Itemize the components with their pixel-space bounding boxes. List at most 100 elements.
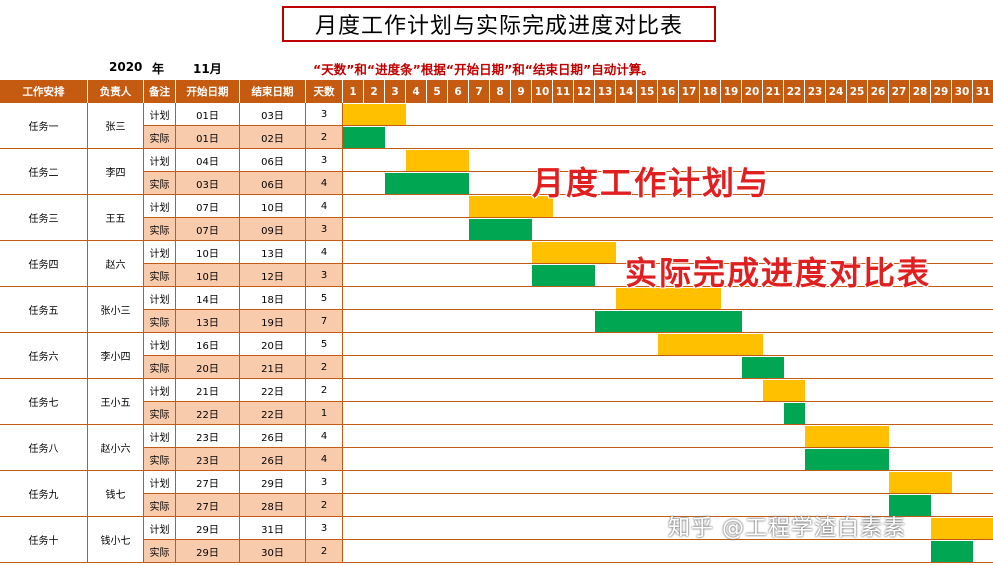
row-divider [343, 263, 993, 264]
task-name: 任务十 [0, 517, 88, 563]
plan-progress-bar [343, 104, 406, 125]
day-header: 10 [532, 80, 553, 103]
row-end-date: 31日 [240, 517, 306, 540]
row-remark: 实际 [144, 172, 176, 195]
row-days: 2 [306, 379, 343, 402]
day-header: 14 [616, 80, 637, 103]
row-remark: 实际 [144, 126, 176, 149]
row-end-date: 13日 [240, 241, 306, 264]
row-remark: 计划 [144, 149, 176, 172]
row-remark: 计划 [144, 195, 176, 218]
row-start-date: 16日 [176, 333, 240, 356]
row-start-date: 07日 [176, 195, 240, 218]
task-name: 任务一 [0, 103, 88, 149]
row-divider [343, 286, 993, 287]
row-days: 4 [306, 448, 343, 471]
day-header: 1 [343, 80, 364, 103]
plan-progress-bar [889, 472, 952, 493]
row-end-date: 20日 [240, 333, 306, 356]
actual-progress-bar [889, 495, 931, 516]
day-header: 30 [952, 80, 973, 103]
month-value: 11月 [193, 62, 222, 76]
day-header: 15 [637, 80, 658, 103]
row-end-date: 10日 [240, 195, 306, 218]
row-divider [343, 424, 993, 425]
task-owner: 钱小七 [88, 517, 144, 563]
plan-progress-bar [406, 150, 469, 171]
row-remark: 实际 [144, 402, 176, 425]
row-end-date: 22日 [240, 402, 306, 425]
row-divider [343, 378, 993, 379]
day-header: 23 [805, 80, 826, 103]
day-header: 27 [889, 80, 910, 103]
row-end-date: 30日 [240, 540, 306, 563]
row-end-date: 26日 [240, 448, 306, 471]
row-days: 4 [306, 425, 343, 448]
overlay-title-line2: 实际完成进度对比表 [625, 254, 932, 292]
row-divider [343, 194, 993, 195]
task-owner: 钱七 [88, 471, 144, 517]
row-remark: 计划 [144, 471, 176, 494]
row-remark: 计划 [144, 425, 176, 448]
plan-progress-bar [658, 334, 763, 355]
day-header: 9 [511, 80, 532, 103]
row-end-date: 29日 [240, 471, 306, 494]
task-name: 任务二 [0, 149, 88, 195]
row-start-date: 29日 [176, 540, 240, 563]
row-days: 5 [306, 333, 343, 356]
day-header: 3 [385, 80, 406, 103]
day-header: 17 [679, 80, 700, 103]
task-name: 任务八 [0, 425, 88, 471]
watermark: 知乎 @工程学渣白素素 [668, 516, 906, 541]
day-header: 8 [490, 80, 511, 103]
task-owner: 赵六 [88, 241, 144, 287]
task-owner: 王小五 [88, 379, 144, 425]
row-start-date: 20日 [176, 356, 240, 379]
row-remark: 实际 [144, 218, 176, 241]
day-header: 5 [427, 80, 448, 103]
year-value: 2020 [109, 60, 143, 74]
actual-progress-bar [385, 173, 469, 194]
row-remark: 实际 [144, 356, 176, 379]
row-days: 2 [306, 494, 343, 517]
task-name: 任务九 [0, 471, 88, 517]
row-end-date: 09日 [240, 218, 306, 241]
actual-progress-bar [469, 219, 532, 240]
day-header: 4 [406, 80, 427, 103]
year-unit: 年 [152, 62, 165, 76]
actual-progress-bar [805, 449, 889, 470]
row-end-date: 02日 [240, 126, 306, 149]
header-end: 结束日期 [240, 80, 306, 103]
day-header: 6 [448, 80, 469, 103]
row-days: 3 [306, 103, 343, 126]
actual-progress-bar [784, 403, 805, 424]
plan-progress-bar [616, 288, 721, 309]
task-owner: 李小四 [88, 333, 144, 379]
header-task: 工作安排 [0, 80, 88, 103]
row-divider [343, 240, 993, 241]
plan-progress-bar [763, 380, 805, 401]
schedule-table: 工作安排 负责人 备注 开始日期 结束日期 天数 1 2 3 4 5 6 7 8 9 10 11 12… [0, 80, 993, 565]
task-name: 任务三 [0, 195, 88, 241]
row-days: 7 [306, 310, 343, 333]
row-divider [343, 171, 993, 172]
row-start-date: 21日 [176, 379, 240, 402]
row-end-date: 22日 [240, 379, 306, 402]
row-days: 2 [306, 356, 343, 379]
actual-progress-bar [595, 311, 742, 332]
row-start-date: 22日 [176, 402, 240, 425]
day-header: 28 [910, 80, 931, 103]
row-divider [343, 401, 993, 402]
task-name: 任务六 [0, 333, 88, 379]
day-header: 12 [574, 80, 595, 103]
row-remark: 计划 [144, 103, 176, 126]
day-header: 25 [847, 80, 868, 103]
task-owner: 王五 [88, 195, 144, 241]
row-start-date: 29日 [176, 517, 240, 540]
day-header: 16 [658, 80, 679, 103]
row-start-date: 04日 [176, 149, 240, 172]
row-start-date: 07日 [176, 218, 240, 241]
row-remark: 计划 [144, 517, 176, 540]
plan-progress-bar [805, 426, 889, 447]
row-end-date: 06日 [240, 172, 306, 195]
